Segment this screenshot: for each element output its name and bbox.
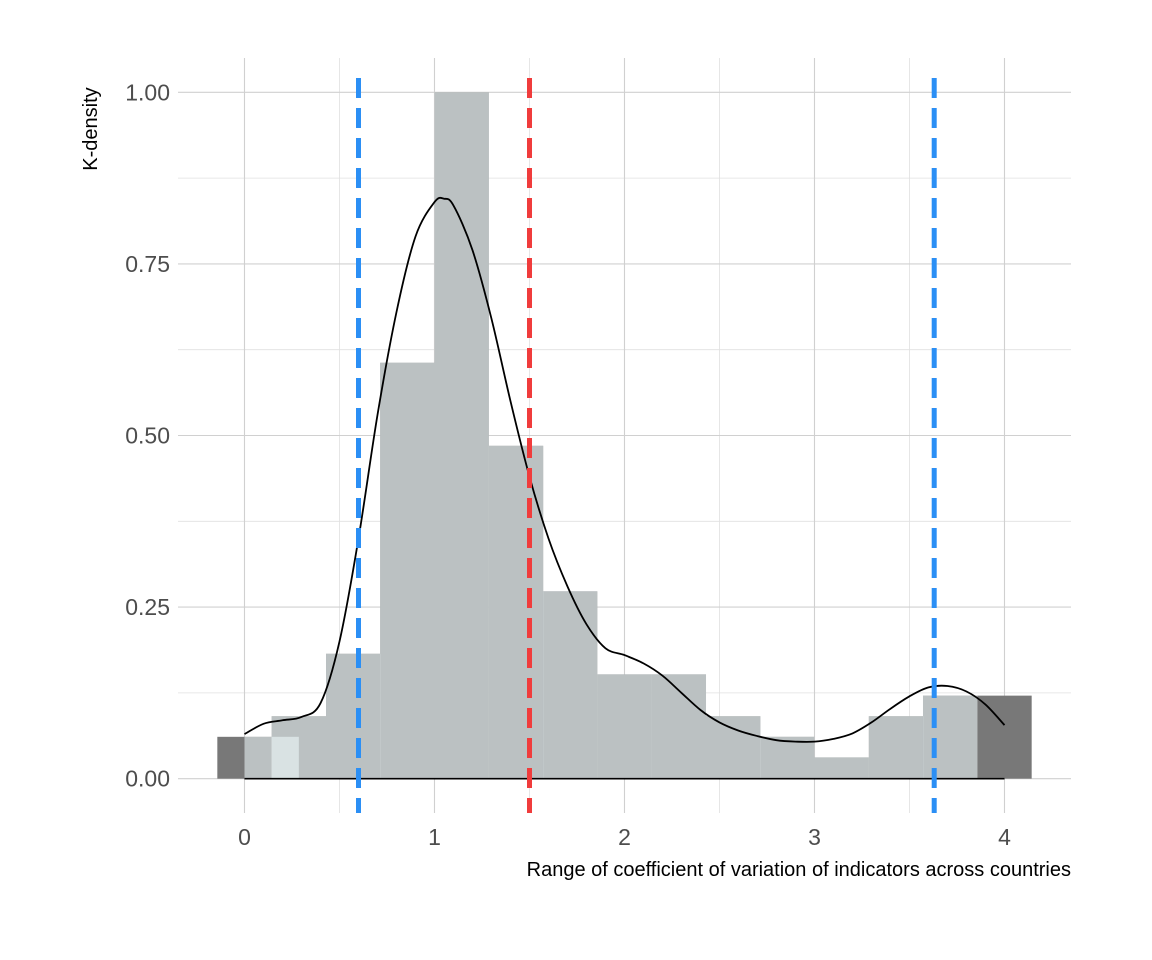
density-area-step [488,445,544,779]
density-area [244,92,978,779]
histogram-bar [977,695,1032,779]
density-area-step [326,653,381,779]
x-tick-label: 2 [618,824,631,850]
x-tick-label: 3 [808,824,821,850]
x-tick-label: 1 [428,824,441,850]
y-tick-label: 0.25 [125,594,170,620]
y-tick-label: 0.75 [125,251,170,277]
density-area-step [434,92,489,779]
density-curve [244,196,1006,743]
y-tick-label: 0.00 [125,766,170,792]
density-area-step [706,716,761,779]
y-tick-label: 1.00 [125,79,170,105]
reference-lines [356,78,937,813]
x-axis-title: Range of coefficient of variation of ind… [527,859,1071,881]
x-tick-label: 4 [998,824,1011,850]
density-area-step [542,591,598,779]
density-area-step [922,695,978,779]
density-area-step [380,362,435,779]
density-curve-group [244,196,1006,743]
density-area-step [760,736,815,779]
x-tick-labels: 0 1 2 3 4 [238,824,1011,850]
density-area-step [868,716,924,779]
density-area-step [271,716,327,779]
y-tick-labels: 0.00 0.25 0.50 0.75 1.00 [125,79,170,791]
density-area-step [651,674,707,779]
y-tick-label: 0.50 [125,423,170,449]
density-area-step [814,757,869,779]
x-tick-label: 0 [238,824,251,850]
y-axis-title: K-density [80,87,102,170]
density-area-step [597,674,652,779]
